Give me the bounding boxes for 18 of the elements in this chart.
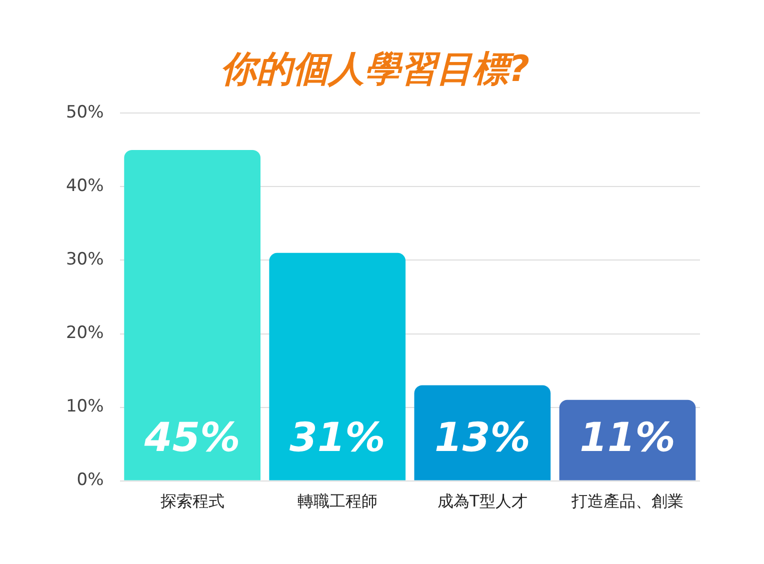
- data-label: 11%: [580, 415, 676, 462]
- x-tick-label: 探索程式: [160, 492, 224, 511]
- bar: [414, 385, 551, 480]
- y-tick-label: 30%: [66, 250, 104, 270]
- chart-title: 你的個人學習目標?: [220, 48, 530, 90]
- x-tick-label: 打造產品、創業: [570, 492, 684, 511]
- x-tick-label: 成為T型人才: [438, 492, 528, 511]
- y-tick-label: 20%: [66, 323, 104, 344]
- bar: [269, 252, 406, 480]
- data-label: 45%: [143, 415, 240, 462]
- data-label: 13%: [434, 415, 530, 462]
- data-label: 31%: [289, 415, 386, 462]
- y-tick-label: 40%: [66, 176, 104, 196]
- y-tick-label: 0%: [76, 470, 104, 490]
- y-tick-label: 50%: [66, 102, 104, 123]
- x-tick-label: 轉職工程師: [297, 492, 378, 511]
- bar: [124, 150, 260, 480]
- y-tick-label: 10%: [66, 396, 104, 417]
